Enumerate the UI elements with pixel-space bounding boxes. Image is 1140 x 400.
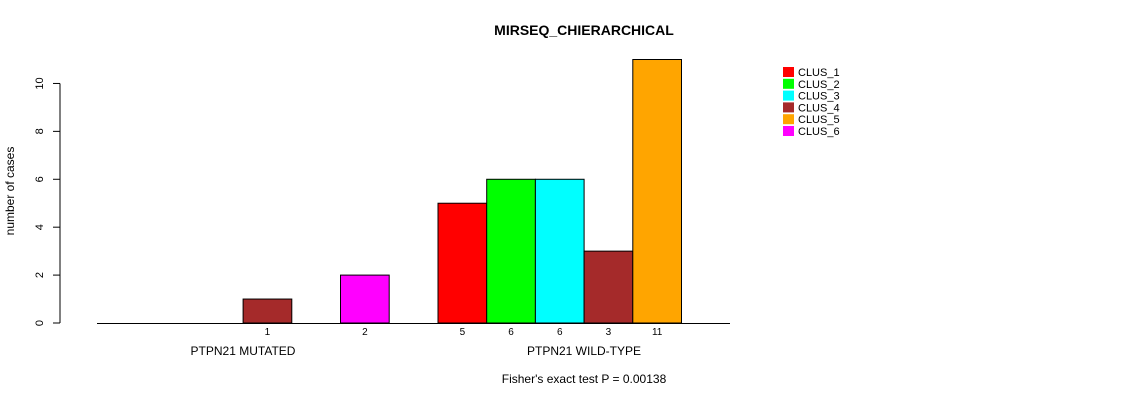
y-axis-label: number of cases xyxy=(3,147,17,236)
group-label-1: PTPN21 MUTATED xyxy=(191,344,296,358)
legend-label-clus2: CLUS_2 xyxy=(798,79,840,91)
legend-swatch-clus5 xyxy=(783,114,794,125)
bar-count-label: 2 xyxy=(362,327,368,338)
bar-count-label: 11 xyxy=(652,327,663,338)
bar-clus5-group2 xyxy=(632,59,682,324)
legend-label-clus5: CLUS_5 xyxy=(798,114,840,126)
legend-label-clus1: CLUS_1 xyxy=(798,67,840,79)
bar-count-label: 5 xyxy=(460,327,466,338)
bar-count-label: 1 xyxy=(265,327,271,338)
group-label-2: PTPN21 WILD-TYPE xyxy=(527,344,641,358)
legend-swatch-clus1 xyxy=(783,67,794,77)
legend-label-clus3: CLUS_3 xyxy=(798,91,840,103)
fisher-test-footnote: Fisher's exact test P = 0.00138 xyxy=(502,372,667,386)
y-tick-label: 8 xyxy=(34,128,46,134)
bar-count-label: 3 xyxy=(606,327,612,338)
group-labels: PTPN21 MUTATED PTPN21 WILD-TYPE xyxy=(191,344,641,358)
legend-swatch-clus2 xyxy=(783,78,794,89)
y-tick-label: 10 xyxy=(34,77,46,89)
legend-swatch-clus4 xyxy=(783,102,794,113)
bar-clus3-group2 xyxy=(534,178,585,324)
y-tick-label: 2 xyxy=(34,272,46,278)
bar-clus1-group2 xyxy=(437,202,488,324)
bar-count-label: 6 xyxy=(557,327,563,338)
count-labels: 1 2 5 6 6 3 11 xyxy=(265,327,663,338)
y-axis: 0 2 4 6 8 10 xyxy=(34,77,61,326)
bar-count-label: 6 xyxy=(508,327,514,338)
y-tick-label: 4 xyxy=(34,224,46,230)
bar-clus2-group2 xyxy=(486,178,536,324)
legend-label-clus4: CLUS_4 xyxy=(798,102,840,114)
y-tick-label: 0 xyxy=(34,320,46,326)
bar-clus4-group1 xyxy=(242,298,293,324)
legend-swatch-clus6 xyxy=(783,126,794,136)
bar-clus4-group2 xyxy=(583,250,634,324)
legend-label-clus6: CLUS_6 xyxy=(798,126,840,138)
chart-title: MIRSEQ_CHIERARCHICAL xyxy=(494,22,674,38)
y-tick-label: 6 xyxy=(34,176,46,182)
legend-swatch-clus3 xyxy=(783,90,794,101)
bar-clus6-group1 xyxy=(340,274,390,324)
bars xyxy=(242,59,682,324)
